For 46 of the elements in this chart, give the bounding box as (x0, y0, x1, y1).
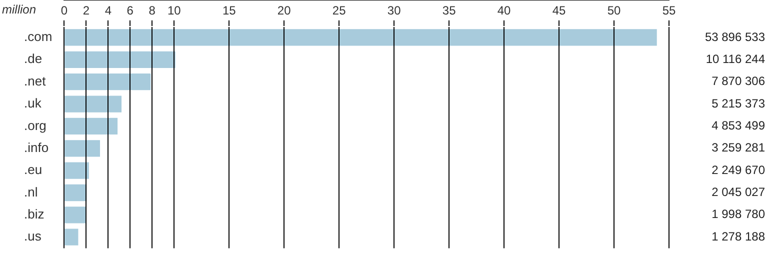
text: 1 998 780 (712, 207, 766, 222)
y-tick-label: .de (24, 51, 42, 66)
bar (64, 51, 176, 68)
y-tick-label: .us (24, 228, 42, 244)
y-tick-label: .nl (24, 184, 38, 200)
x-tick-label: 45 (552, 4, 566, 18)
bar (64, 96, 122, 112)
text: 1 278 188 (712, 229, 766, 244)
text: 2 249 670 (712, 162, 766, 177)
x-tick-label: 10 (167, 4, 182, 18)
x-tick-label: 40 (497, 4, 512, 18)
bar (64, 140, 100, 157)
y-tick-label: .biz (24, 206, 44, 222)
x-tick-label: 0 (60, 4, 68, 18)
y-tick-label: .org (24, 118, 46, 133)
x-tick-label: 30 (387, 4, 402, 18)
bar (64, 184, 87, 202)
text: 4 853 499 (712, 118, 766, 133)
text: 7 870 306 (712, 74, 766, 88)
text: 5 215 373 (712, 96, 766, 110)
x-tick-label: 6 (126, 4, 134, 18)
x-tick-label: 8 (148, 4, 156, 18)
text: 53 896 533 (704, 30, 766, 44)
x-tick-label: 50 (607, 4, 622, 18)
y-tick-label: .info (24, 140, 49, 155)
x-tick-label: 4 (104, 4, 112, 18)
bar (64, 74, 151, 90)
x-tick-label: 25 (332, 4, 346, 18)
y-tick-label: .com (24, 29, 52, 44)
bar (64, 162, 89, 179)
x-tick-label: 20 (277, 4, 292, 18)
x-axis-title: million (2, 2, 36, 16)
x-tick-label: 55 (662, 4, 676, 18)
x-tick-label: 15 (222, 4, 236, 18)
y-tick-label: .eu (24, 162, 42, 178)
text: 3 259 281 (712, 140, 766, 155)
bar (64, 29, 657, 46)
x-tick-label: 35 (442, 4, 456, 18)
text: 2 045 027 (712, 185, 766, 200)
text: 10 116 244 (706, 52, 766, 66)
y-tick-label: .net (24, 73, 46, 88)
y-tick-label: .uk (24, 96, 42, 111)
bar (64, 228, 78, 246)
bar (64, 206, 86, 224)
x-tick-label: 2 (82, 4, 90, 18)
bar (64, 118, 118, 135)
